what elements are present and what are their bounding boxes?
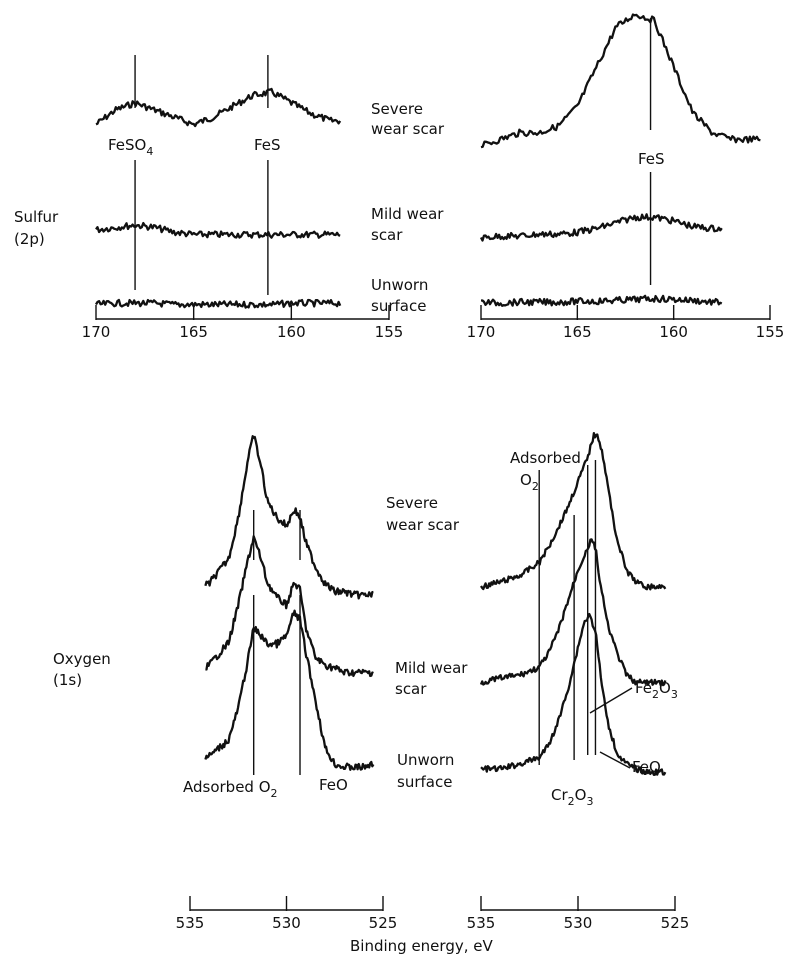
spectrum-trace (479, 538, 667, 687)
x-axis-label: Binding energy, eV (350, 937, 493, 955)
label-fes-a: FeS (254, 136, 281, 154)
x-tick-label: 165 (563, 323, 592, 341)
label-fes-b: FeS (638, 150, 665, 168)
x-tick-label: 535 (467, 914, 496, 932)
label-adsorbed-o2-a: Adsorbed O2 (183, 778, 278, 800)
row-label-mild-o1: Mild wear (395, 659, 468, 677)
row-label-unworn-o2: surface (397, 773, 452, 791)
x-tick-label: 155 (375, 323, 404, 341)
row-label-mild-o2: scar (395, 680, 427, 698)
spectrum-trace (480, 431, 667, 591)
spectrum-trace (204, 435, 374, 600)
label-feo-a: FeO (319, 776, 348, 794)
label-feo-b: FeO (632, 758, 661, 776)
label-o2-b: O2 (520, 471, 539, 493)
row-label-mild-s2: scar (371, 226, 403, 244)
sulfur-panel-a: 170 165 160 155 FeSO4 FeS (82, 55, 404, 341)
spectrum-trace (205, 535, 374, 678)
oxygen-element-label: Oxygen (53, 650, 111, 668)
row-label-mild-s1: Mild wear (371, 205, 444, 223)
sulfur-element-label: Sulfur (14, 208, 59, 226)
oxygen-orbital-label: (1s) (53, 671, 82, 689)
label-cr2o3: Cr2O3 (551, 786, 593, 808)
fe2o3-leader-line (589, 687, 633, 714)
oxygen-panel-b: 535 530 525 Adsorbed O2 Fe2O3 FeO Cr2O3 (467, 431, 690, 932)
x-tick-label: 525 (369, 914, 398, 932)
row-label-severe-s1: Severe (371, 100, 423, 118)
row-label-unworn-o1: Unworn (397, 751, 454, 769)
label-fe2o3: Fe2O3 (635, 679, 678, 701)
x-tick-label: 170 (467, 323, 496, 341)
x-tick-label: 535 (176, 914, 205, 932)
x-tick-label: 165 (179, 323, 208, 341)
oxygen-panel-a: 535 530 525 Adsorbed O2 FeO (176, 435, 398, 932)
spectrum-trace (481, 294, 723, 307)
x-tick-label: 525 (661, 914, 690, 932)
x-tick-label: 530 (272, 914, 301, 932)
spectrum-trace (204, 609, 375, 771)
x-tick-label: 155 (756, 323, 785, 341)
x-tick-label: 160 (659, 323, 688, 341)
feo-leader-line (599, 751, 631, 769)
sulfur-panel-b: 170 165 160 155 FeS (467, 13, 785, 341)
x-tick-label: 160 (277, 323, 306, 341)
spectrum-trace (95, 221, 341, 239)
sulfur-orbital-label: (2p) (14, 230, 45, 248)
row-label-severe-s2: wear scar (371, 120, 445, 138)
row-label-unworn-s1: Unworn (371, 276, 428, 294)
spectrum-trace (95, 87, 342, 128)
row-label-unworn-s2: surface (371, 297, 426, 315)
row-label-severe-o1: Severe (386, 494, 438, 512)
spectrum-trace (479, 213, 723, 242)
label-adsorbed-b: Adsorbed (510, 449, 581, 467)
x-tick-label: 530 (564, 914, 593, 932)
label-feso4: FeSO4 (108, 136, 153, 158)
row-label-severe-o2: wear scar (386, 516, 460, 534)
spectrum-trace (95, 298, 342, 309)
spectrum-trace (480, 612, 667, 776)
spectrum-trace (480, 13, 761, 149)
x-tick-label: 170 (82, 323, 111, 341)
